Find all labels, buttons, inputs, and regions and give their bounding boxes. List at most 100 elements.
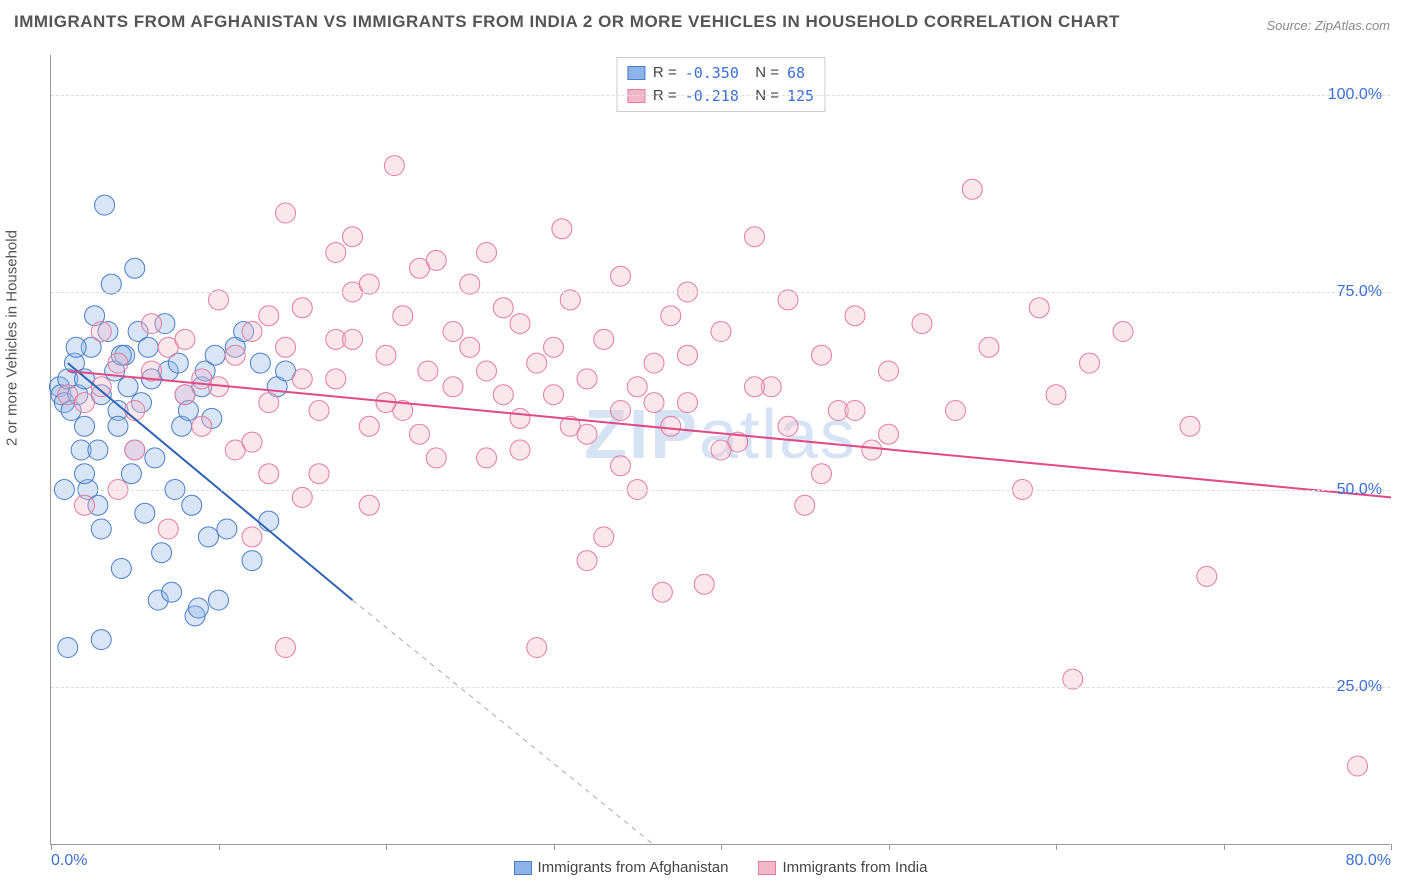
data-point-india xyxy=(1080,353,1100,373)
data-point-india xyxy=(125,401,145,421)
data-point-india xyxy=(326,243,346,263)
data-point-india xyxy=(426,448,446,468)
data-point-afghanistan xyxy=(217,519,237,539)
data-point-afghanistan xyxy=(135,503,155,523)
data-point-india xyxy=(594,527,614,547)
legend-n-value-india: 125 xyxy=(787,85,814,108)
data-point-india xyxy=(510,314,530,334)
data-point-india xyxy=(192,369,212,389)
data-point-india xyxy=(259,306,279,326)
gridline xyxy=(51,687,1390,688)
data-point-afghanistan xyxy=(162,582,182,602)
x-tick xyxy=(386,844,387,850)
data-point-india xyxy=(912,314,932,334)
data-point-india xyxy=(627,377,647,397)
data-point-india xyxy=(477,243,497,263)
data-point-india xyxy=(745,227,765,247)
data-point-india xyxy=(418,361,438,381)
x-tick xyxy=(1391,844,1392,850)
data-point-india xyxy=(845,306,865,326)
data-point-india xyxy=(962,179,982,199)
data-point-afghanistan xyxy=(188,598,208,618)
legend-series: Immigrants from Afghanistan Immigrants f… xyxy=(514,859,928,876)
y-tick-label: 75.0% xyxy=(1337,283,1382,301)
x-tick xyxy=(721,844,722,850)
legend-swatch-india xyxy=(627,89,645,103)
data-point-india xyxy=(1180,416,1200,436)
data-point-afghanistan xyxy=(66,337,86,357)
data-point-india xyxy=(795,495,815,515)
data-point-india xyxy=(384,156,404,176)
data-point-india xyxy=(410,424,430,444)
x-tick-label: 80.0% xyxy=(1346,852,1391,870)
data-point-afghanistan xyxy=(182,495,202,515)
legend-label-india: Immigrants from India xyxy=(782,859,927,876)
data-point-india xyxy=(845,401,865,421)
data-point-india xyxy=(594,329,614,349)
data-point-afghanistan xyxy=(58,638,78,658)
data-point-india xyxy=(552,219,572,239)
data-point-india xyxy=(879,424,899,444)
data-point-afghanistan xyxy=(198,527,218,547)
legend-n-value-afghanistan: 68 xyxy=(787,62,805,85)
data-point-india xyxy=(812,464,832,484)
legend-item-afghanistan: Immigrants from Afghanistan xyxy=(514,859,729,876)
gridline xyxy=(51,292,1390,293)
data-point-india xyxy=(544,337,564,357)
data-point-india xyxy=(75,495,95,515)
y-tick-label: 25.0% xyxy=(1337,678,1382,696)
chart-svg xyxy=(51,55,1390,844)
data-point-india xyxy=(376,345,396,365)
data-point-india xyxy=(309,401,329,421)
data-point-afghanistan xyxy=(242,551,262,571)
data-point-india xyxy=(493,298,513,318)
data-point-india xyxy=(694,574,714,594)
data-point-india xyxy=(527,638,547,658)
data-point-india xyxy=(175,329,195,349)
y-tick-label: 100.0% xyxy=(1328,86,1382,104)
regression-extrapolation-afghanistan xyxy=(353,600,655,845)
data-point-india xyxy=(443,322,463,342)
data-point-india xyxy=(946,401,966,421)
data-point-india xyxy=(292,298,312,318)
data-point-india xyxy=(309,464,329,484)
data-point-india xyxy=(477,448,497,468)
data-point-india xyxy=(711,440,731,460)
data-point-afghanistan xyxy=(91,630,111,650)
data-point-india xyxy=(611,401,631,421)
data-point-india xyxy=(778,416,798,436)
legend-n-label: N = xyxy=(747,62,779,85)
data-point-india xyxy=(326,369,346,389)
data-point-india xyxy=(91,377,111,397)
data-point-india xyxy=(225,345,245,365)
data-point-india xyxy=(661,416,681,436)
data-point-afghanistan xyxy=(91,519,111,539)
data-point-india xyxy=(577,551,597,571)
legend-row-afghanistan: R = -0.350 N = 68 xyxy=(627,62,814,85)
data-point-india xyxy=(678,393,698,413)
data-point-india xyxy=(343,227,363,247)
legend-swatch-afghanistan xyxy=(627,66,645,80)
data-point-india xyxy=(276,203,296,223)
data-point-india xyxy=(1029,298,1049,318)
legend-label-afghanistan: Immigrants from Afghanistan xyxy=(538,859,729,876)
data-point-india xyxy=(75,393,95,413)
data-point-afghanistan xyxy=(259,511,279,531)
data-point-afghanistan xyxy=(111,559,131,579)
x-tick xyxy=(219,844,220,850)
data-point-india xyxy=(661,306,681,326)
data-point-india xyxy=(125,440,145,460)
data-point-india xyxy=(108,353,128,373)
data-point-india xyxy=(527,353,547,373)
regression-line-afghanistan xyxy=(68,363,353,600)
data-point-india xyxy=(1348,756,1368,776)
data-point-india xyxy=(879,361,899,381)
data-point-afghanistan xyxy=(88,440,108,460)
data-point-india xyxy=(1197,566,1217,586)
data-point-india xyxy=(611,456,631,476)
legend-bottom-swatch-afghanistan xyxy=(514,861,532,875)
y-axis-title: 2 or more Vehicles in Household xyxy=(4,230,21,446)
data-point-india xyxy=(259,464,279,484)
data-point-india xyxy=(644,353,664,373)
data-point-india xyxy=(1046,385,1066,405)
